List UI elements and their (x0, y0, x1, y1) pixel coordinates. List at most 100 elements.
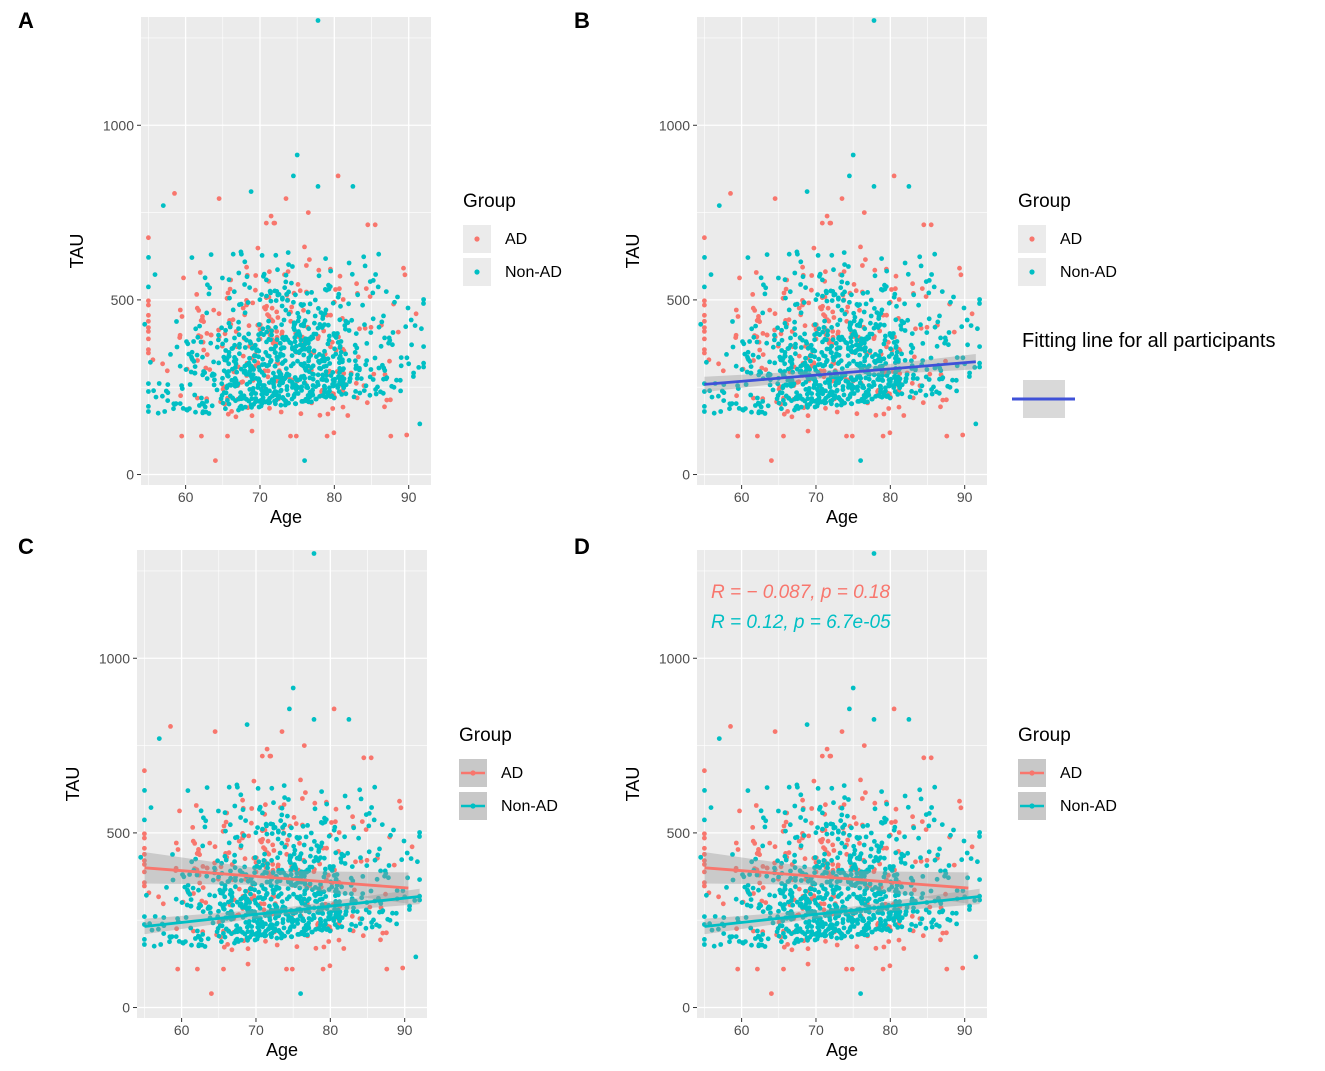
point-nonad (311, 348, 317, 354)
point-nonad (177, 401, 183, 406)
point-nonad (242, 310, 248, 316)
point-nonad (782, 810, 788, 816)
point-nonad (247, 339, 253, 345)
point-nonad (249, 924, 255, 929)
point-nonad (222, 934, 228, 940)
point-nonad (793, 341, 798, 347)
point-nonad (766, 371, 772, 377)
point-nonad (815, 391, 821, 397)
point-nonad (320, 820, 325, 826)
point-nonad (902, 834, 907, 840)
point-ad (805, 946, 811, 952)
point-ad (733, 332, 739, 338)
point-ad (751, 891, 756, 896)
point-ad (781, 966, 786, 972)
point-nonad (297, 885, 303, 891)
point-ad (702, 862, 707, 867)
point-nonad (219, 325, 225, 331)
point-nonad (911, 292, 917, 298)
point-nonad (297, 854, 303, 859)
point-nonad (883, 866, 888, 872)
point-nonad (886, 910, 892, 916)
point-nonad (902, 358, 908, 363)
y-axis-label: TAU (623, 234, 643, 269)
point-nonad (421, 360, 426, 366)
point-ad (767, 307, 773, 313)
point-ad (359, 819, 365, 824)
point-ad (786, 850, 792, 856)
point-nonad (168, 352, 173, 357)
point-nonad (804, 722, 810, 727)
point-nonad (801, 300, 807, 305)
point-ad (896, 830, 902, 835)
point-nonad (801, 833, 807, 838)
panel-D: DR = − 0.087, p = 0.18R = 0.12, p = 6.7e… (574, 534, 1117, 1060)
point-nonad (149, 927, 155, 933)
point-nonad (977, 344, 982, 349)
point-nonad (965, 875, 970, 881)
point-nonad (207, 285, 213, 291)
point-nonad (242, 931, 248, 937)
point-ad (358, 858, 364, 864)
point-nonad (405, 305, 411, 311)
point-nonad (308, 853, 313, 859)
point-ad (823, 938, 828, 944)
point-nonad (934, 876, 940, 882)
point-ad (772, 729, 778, 734)
point-nonad (241, 833, 247, 838)
point-ad (806, 300, 812, 306)
point-nonad (356, 835, 361, 841)
point-nonad (337, 360, 342, 366)
point-nonad (849, 934, 855, 940)
point-nonad (343, 351, 348, 357)
point-nonad (772, 332, 777, 338)
point-nonad (194, 352, 200, 358)
point-nonad (259, 387, 265, 393)
point-nonad (829, 252, 835, 258)
point-nonad (271, 370, 276, 376)
y-tick-label: 1000 (659, 117, 690, 133)
point-nonad (296, 932, 302, 937)
point-nonad (322, 322, 327, 327)
point-nonad (913, 923, 919, 929)
point-nonad (827, 903, 832, 909)
point-nonad (289, 396, 295, 402)
point-nonad (363, 925, 369, 931)
point-ad (404, 432, 410, 438)
point-nonad (318, 919, 324, 925)
point-ad (751, 395, 756, 401)
point-ad (297, 840, 302, 846)
point-ad (944, 433, 950, 439)
point-nonad (279, 303, 285, 309)
point-nonad (247, 355, 252, 361)
point-nonad (164, 885, 169, 890)
point-nonad (286, 797, 291, 802)
point-nonad (835, 379, 841, 384)
point-nonad (798, 937, 804, 943)
point-ad (823, 405, 828, 411)
point-nonad (328, 268, 334, 274)
point-nonad (174, 344, 180, 350)
point-nonad (777, 923, 783, 928)
point-nonad (775, 381, 781, 387)
x-tick-label: 80 (327, 489, 343, 505)
point-nonad (142, 788, 147, 793)
point-nonad (351, 394, 357, 400)
point-nonad (331, 827, 337, 833)
point-nonad (849, 825, 854, 831)
point-ad (893, 286, 898, 292)
point-nonad (320, 316, 326, 321)
point-nonad (721, 915, 727, 920)
point-nonad (189, 354, 194, 360)
point-nonad (280, 345, 285, 351)
point-nonad (345, 804, 351, 810)
point-ad (266, 313, 272, 319)
point-ad (213, 458, 218, 463)
point-ad (279, 729, 285, 734)
point-ad (796, 379, 802, 385)
point-nonad (404, 850, 410, 856)
point-nonad (937, 365, 943, 371)
point-nonad (874, 310, 880, 315)
point-nonad (271, 825, 277, 831)
point-nonad (221, 931, 226, 936)
